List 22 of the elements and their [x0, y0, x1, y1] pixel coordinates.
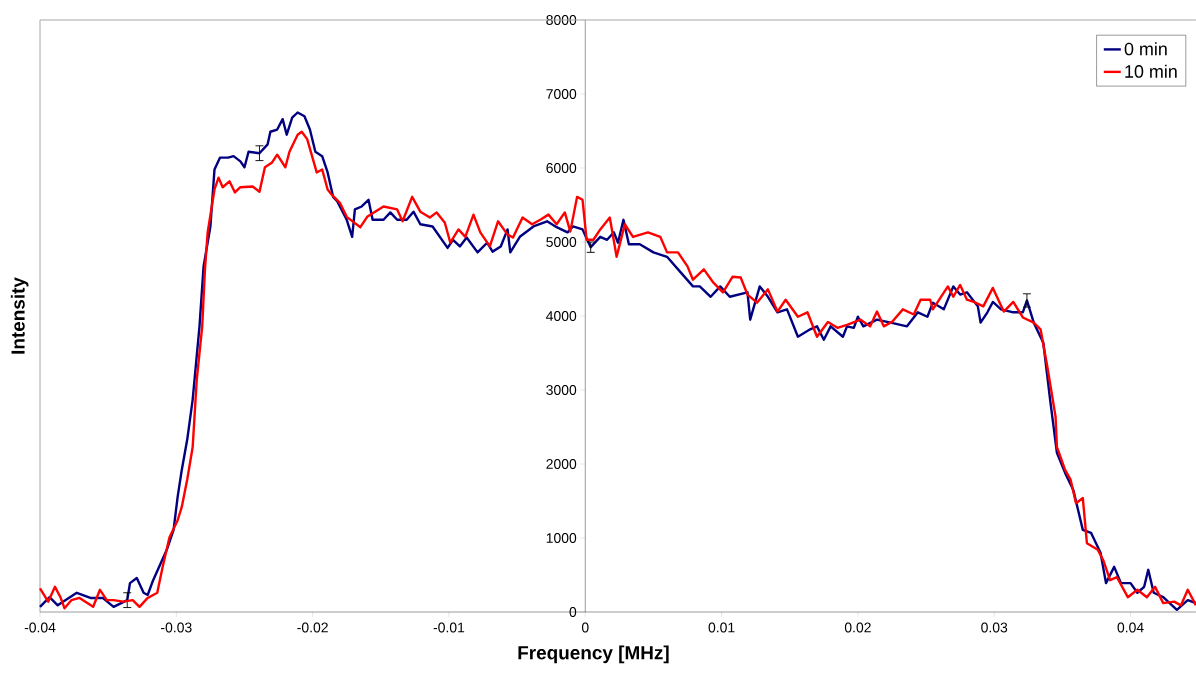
legend-label: 0 min: [1124, 42, 1167, 56]
y-tick-label: 3000: [546, 385, 577, 395]
y-tick-label: 1000: [546, 533, 577, 543]
x-tick-label: 0.04: [1117, 622, 1144, 633]
y-tick-label: 0: [569, 607, 577, 617]
x-tick-label: -0.02: [297, 622, 328, 633]
y-axis-title: Intensity: [10, 277, 29, 354]
x-tick-label: -0.03: [161, 622, 192, 633]
x-tick-label: 0: [581, 622, 589, 633]
y-tick-label: 4000: [546, 311, 577, 321]
x-tick-label: -0.01: [433, 622, 465, 633]
y-tick-label: 6000: [546, 163, 577, 173]
y-tick-label: 8000: [546, 15, 577, 25]
legend-label: 10 min: [1125, 64, 1177, 78]
y-tick-label: 7000: [546, 89, 577, 99]
y-tick-label: 2000: [546, 459, 577, 469]
x-tick-label: 0.01: [708, 622, 735, 633]
x-tick-label: 0.02: [844, 622, 871, 633]
y-tick-label: 5000: [546, 237, 577, 247]
x-axis-title: Frequency [MHz]: [518, 645, 669, 664]
x-tick-label: 0.03: [981, 622, 1008, 633]
x-tick-label: -0.04: [24, 622, 56, 633]
